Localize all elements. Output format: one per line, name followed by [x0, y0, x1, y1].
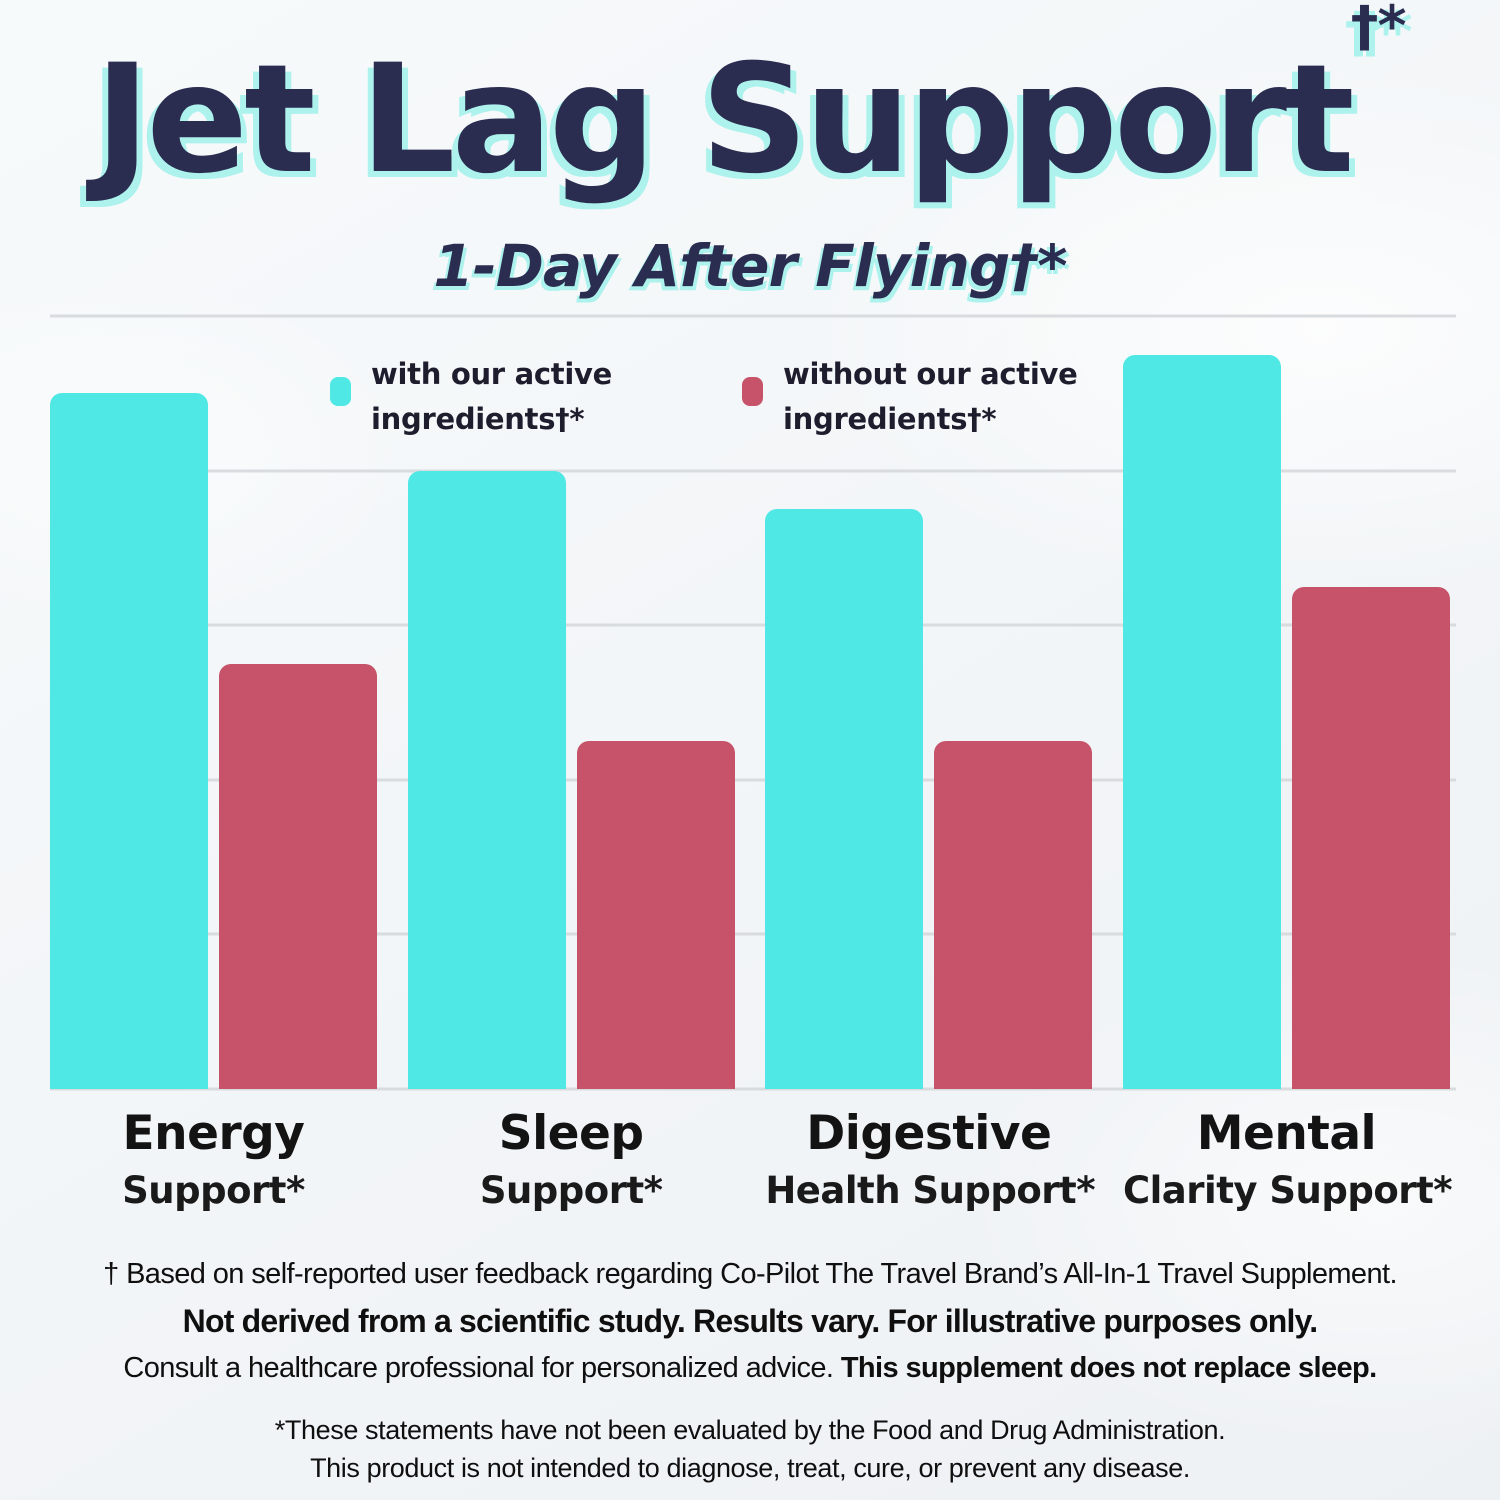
category-label-1-line1: Sleep	[498, 1106, 644, 1161]
gridline-60	[50, 623, 1456, 627]
category-label-2-line2: Health Support*	[765, 1169, 1096, 1212]
legend-label-without-line1: without our active	[783, 357, 1078, 391]
legend-item-with-active: with our active ingredients†*	[330, 352, 612, 442]
page-title-superscript: †*	[1350, 0, 1407, 60]
bar-without-3	[1291, 586, 1450, 1089]
page-title: Jet Lag Support†*	[0, 0, 1500, 200]
footnote-consult: Consult a healthcare professional for pe…	[0, 1352, 1500, 1385]
bar-chart	[50, 314, 1456, 1091]
category-labels: Energy Support* Sleep Support* Digestive Heal…	[50, 1106, 1453, 1212]
footnote-consult-bold: This supplement does not replace sleep.	[840, 1352, 1377, 1384]
page-subtitle: 1-Day After Flying†*	[433, 232, 1067, 300]
category-label-0: Energy Support*	[50, 1106, 377, 1212]
bar-with-1	[407, 470, 566, 1089]
legend-label-without-line2: ingredients†*	[783, 401, 997, 436]
gridline-0	[50, 1087, 1456, 1091]
footnote-consult-regular: Consult a healthcare professional for pe…	[123, 1352, 841, 1384]
page-title-text: Jet Lag Support	[94, 33, 1355, 207]
category-label-2: Digestive Health Support*	[765, 1106, 1096, 1212]
legend-swatch-with	[330, 377, 351, 406]
gridline-20	[50, 932, 1456, 936]
category-label-2-line1: Digestive	[806, 1106, 1052, 1161]
bar-group-0	[50, 316, 377, 1089]
legend-label-with-line2: ingredients†*	[371, 401, 585, 436]
category-label-0-line1: Energy	[122, 1106, 305, 1161]
footnotes: † Based on self-reported user feedback r…	[0, 1258, 1500, 1484]
bar-without-2	[934, 741, 1093, 1089]
gridline-80	[50, 469, 1456, 473]
footnote-feedback: † Based on self-reported user feedback r…	[103, 1258, 1397, 1290]
bar-group-1	[407, 316, 735, 1089]
footnote-fda-line1: *These statements have not been evaluate…	[274, 1415, 1226, 1445]
bar-with-2	[765, 509, 924, 1089]
bar-group-2	[765, 316, 1093, 1089]
bar-with-0	[50, 393, 208, 1089]
bar-group-3	[1122, 316, 1450, 1089]
legend-label-without: without our active ingredients†*	[783, 352, 1078, 442]
legend-label-with: with our active ingredients†*	[371, 352, 612, 442]
bar-without-1	[576, 741, 735, 1089]
gridline-40	[50, 778, 1456, 782]
chart-bars	[50, 316, 1450, 1089]
category-label-1: Sleep Support*	[408, 1106, 735, 1212]
category-label-0-line2: Support*	[122, 1169, 305, 1212]
legend-swatch-without	[742, 377, 763, 406]
chart-gridlines	[50, 314, 1456, 1091]
gridline-100	[50, 314, 1456, 318]
legend-label-with-line1: with our active	[371, 357, 612, 391]
footnote-fda-line2: This product is not intended to diagnose…	[310, 1453, 1190, 1483]
category-label-1-line2: Support*	[479, 1169, 663, 1212]
bar-without-0	[219, 663, 377, 1089]
category-label-3-line1: Mental	[1196, 1106, 1377, 1161]
footnote-not-scientific: Not derived from a scientific study. Res…	[182, 1303, 1319, 1339]
legend-item-without-active: without our active ingredients†*	[742, 352, 1078, 442]
bar-with-3	[1122, 354, 1281, 1089]
category-label-3-line2: Clarity Support*	[1122, 1169, 1453, 1212]
category-label-3: Mental Clarity Support*	[1122, 1106, 1453, 1212]
